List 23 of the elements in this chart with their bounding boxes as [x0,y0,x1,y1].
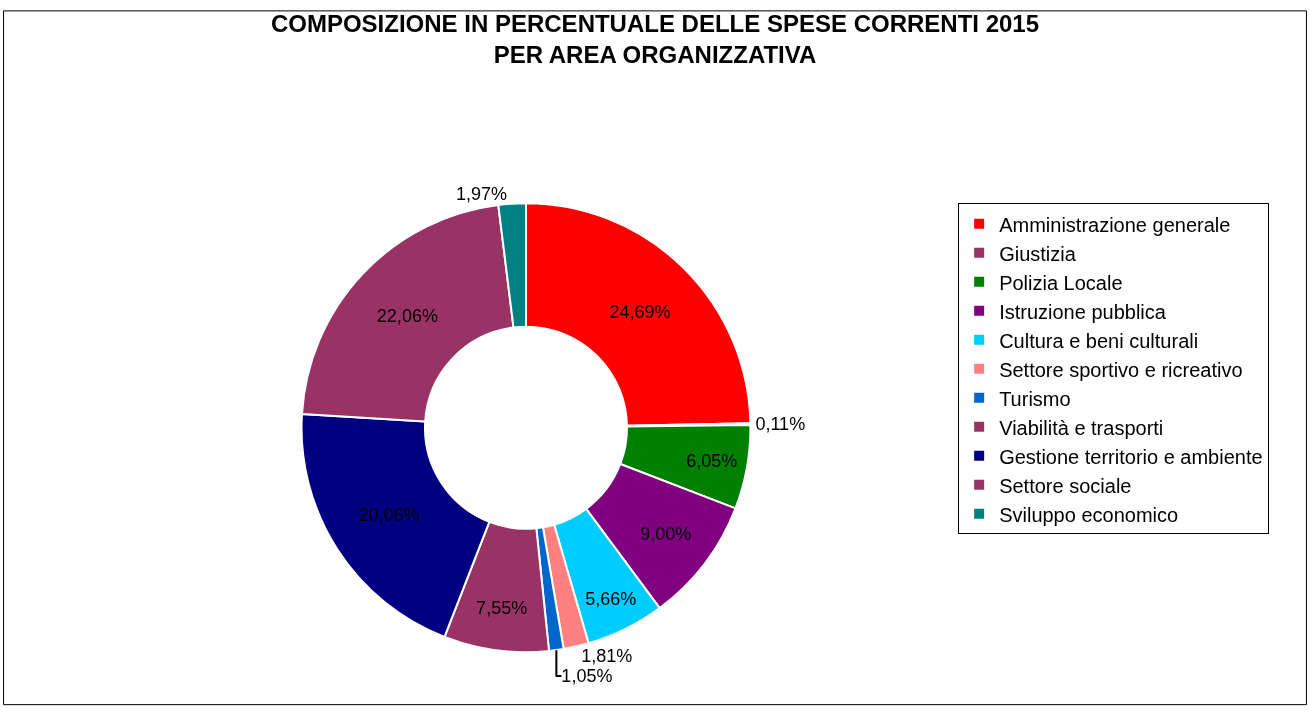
data-label: 1,97% [456,183,508,204]
data-label: 6,05% [686,451,738,472]
legend-label: Viabilità e trasporti [999,416,1164,439]
legend-label: Giustizia [999,242,1077,265]
data-label: 24,69% [609,301,671,322]
legend-label: Cultura e beni culturali [999,329,1199,352]
legend-label: Settore sportivo e ricreativo [999,358,1243,381]
legend-label: Amministrazione generale [999,213,1231,236]
data-label: 5,66% [585,588,637,609]
data-label: 1,81% [581,646,633,667]
legend-label: Polizia Locale [999,271,1123,294]
legend-label: Turismo [999,387,1071,410]
data-label: 9,00% [640,523,692,544]
legend-label: Gestione territorio e ambiente [999,445,1263,468]
chart-title: COMPOSIZIONE IN PERCENTUALE DELLE SPESE CORRENTI 2015 PER AREA ORGANIZZATIVA [270,10,1040,69]
data-label: 7,55% [476,597,528,618]
data-label: 22,06% [376,306,438,327]
legend-label: Istruzione pubblica [999,300,1167,323]
data-label: 0,11% [755,414,806,435]
data-label: 20,06% [358,505,420,526]
data-label: 1,05% [561,666,613,687]
legend-label: Sviluppo economico [999,503,1179,526]
legend-label: Settore sociale [999,474,1132,497]
